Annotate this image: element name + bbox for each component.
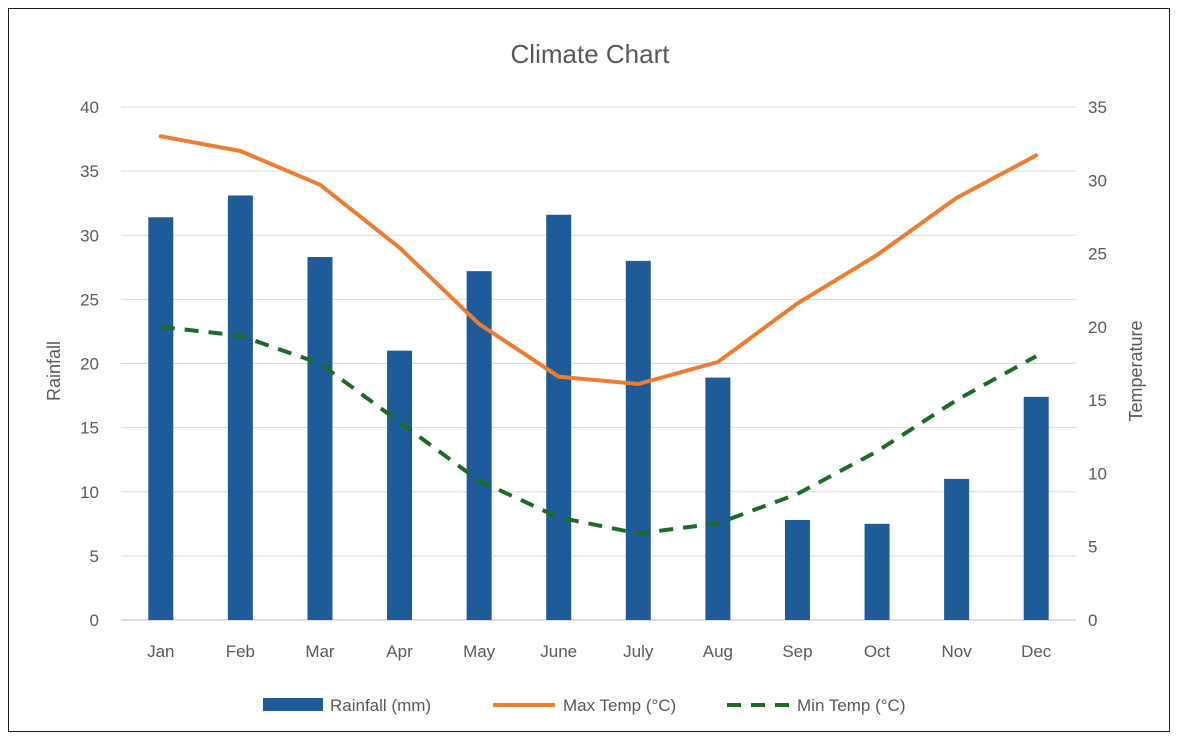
min-temp-line [160, 324, 1038, 536]
rainfall-bars [148, 195, 1049, 621]
y-left-tick-label: 25 [80, 290, 99, 309]
y-left-tick-label: 30 [80, 226, 99, 245]
legend: Rainfall (mm) Max Temp (°C) Min Temp (°C) [263, 696, 906, 715]
x-tick-label: June [540, 642, 577, 661]
x-tick-label: Nov [942, 642, 973, 661]
y-left-tick-label: 5 [90, 547, 99, 566]
y-left-tick-label: 35 [80, 162, 99, 181]
y-right-tick-label: 10 [1088, 464, 1107, 483]
legend-label-max-temp: Max Temp (°C) [563, 696, 676, 715]
left-axis-ticks: 0 5 10 15 20 25 30 35 40 [80, 98, 99, 630]
y-right-tick-label: 30 [1088, 171, 1107, 190]
rainfall-bar [784, 519, 810, 620]
x-tick-label: Dec [1021, 642, 1052, 661]
rainfall-bar [625, 260, 651, 620]
rainfall-bar [864, 523, 890, 620]
rainfall-bar [227, 195, 253, 620]
chart-title: Climate Chart [511, 39, 671, 69]
x-tick-label: Jan [147, 642, 174, 661]
temperature-lines [158, 134, 1039, 536]
x-axis-ticks: Jan Feb Mar Apr May June July Aug Sep Oct Nov Dec [147, 642, 1052, 661]
legend-swatch-rainfall [263, 698, 323, 711]
max-temp-line [158, 134, 1039, 386]
y-right-tick-label: 25 [1088, 245, 1107, 264]
x-tick-label: July [623, 642, 654, 661]
y-right-tick-label: 20 [1088, 318, 1107, 337]
y-left-tick-label: 0 [90, 611, 99, 630]
rainfall-bar [705, 377, 731, 620]
x-tick-label: Mar [305, 642, 335, 661]
rainfall-bar [944, 478, 970, 620]
x-tick-label: Sep [782, 642, 812, 661]
rainfall-bar [148, 217, 174, 621]
legend-label-rainfall: Rainfall (mm) [330, 696, 431, 715]
y-left-tick-label: 40 [80, 98, 99, 117]
rainfall-bar [307, 257, 333, 620]
rainfall-bar [387, 350, 413, 620]
y-right-tick-label: 15 [1088, 391, 1107, 410]
gridlines [121, 106, 1076, 621]
x-tick-label: Feb [226, 642, 255, 661]
y-right-tick-label: 35 [1088, 98, 1107, 117]
chart-frame: Climate Chart 0 5 10 15 20 25 30 35 40 0 5 10 15 20 2… [8, 8, 1170, 732]
y-left-tick-label: 15 [80, 419, 99, 438]
right-axis-ticks: 0 5 10 15 20 25 30 35 [1088, 98, 1107, 630]
y-right-tick-label: 0 [1088, 611, 1097, 630]
climate-chart: Climate Chart 0 5 10 15 20 25 30 35 40 0 5 10 15 20 2… [44, 39, 1146, 715]
y-axis-right-title: Temperature [1126, 320, 1146, 421]
y-right-tick-label: 5 [1088, 538, 1097, 557]
rainfall-bar [1023, 396, 1049, 620]
x-tick-label: Apr [386, 642, 413, 661]
legend-label-min-temp: Min Temp (°C) [797, 696, 906, 715]
x-tick-label: May [463, 642, 496, 661]
x-tick-label: Aug [703, 642, 733, 661]
y-left-tick-label: 10 [80, 483, 99, 502]
y-left-tick-label: 20 [80, 355, 99, 374]
x-tick-label: Oct [864, 642, 891, 661]
rainfall-bar [546, 214, 572, 621]
y-axis-left-title: Rainfall [44, 341, 64, 401]
